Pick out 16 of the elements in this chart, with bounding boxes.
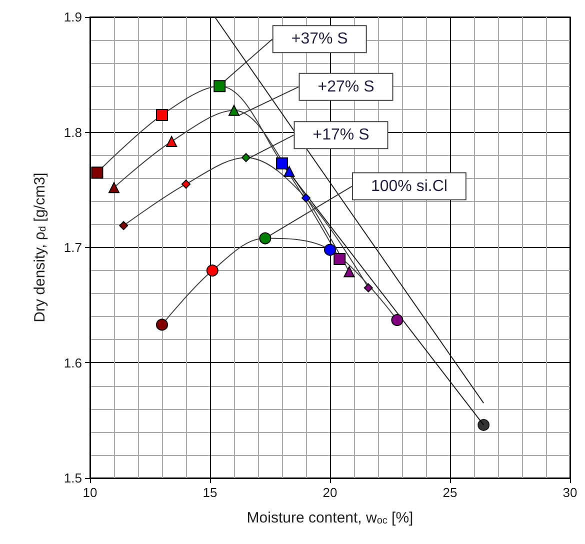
text: +37% S [291,30,348,48]
x-tick-label: 25 [442,485,458,500]
x-tick-label: 15 [202,485,218,500]
y-axis-title: Dry density, ρd [g/cm3] [32,172,48,322]
text: +17% S [312,126,370,144]
x-axis-title: Moisture content, woc [%] [246,510,414,526]
y-tick-label: 1.7 [64,240,82,255]
y-tick-label: 1.5 [64,470,82,486]
y-tick-label: 1.9 [64,10,82,24]
x-tick-label: 20 [322,485,338,500]
text: +27% S [318,78,374,96]
y-tick-label: 1.8 [64,124,82,140]
text: 100% si.Cl [370,178,448,195]
x-tick-label: 10 [82,485,98,500]
y-tick-label: 1.6 [64,355,82,370]
x-tick-label: 30 [562,485,578,500]
